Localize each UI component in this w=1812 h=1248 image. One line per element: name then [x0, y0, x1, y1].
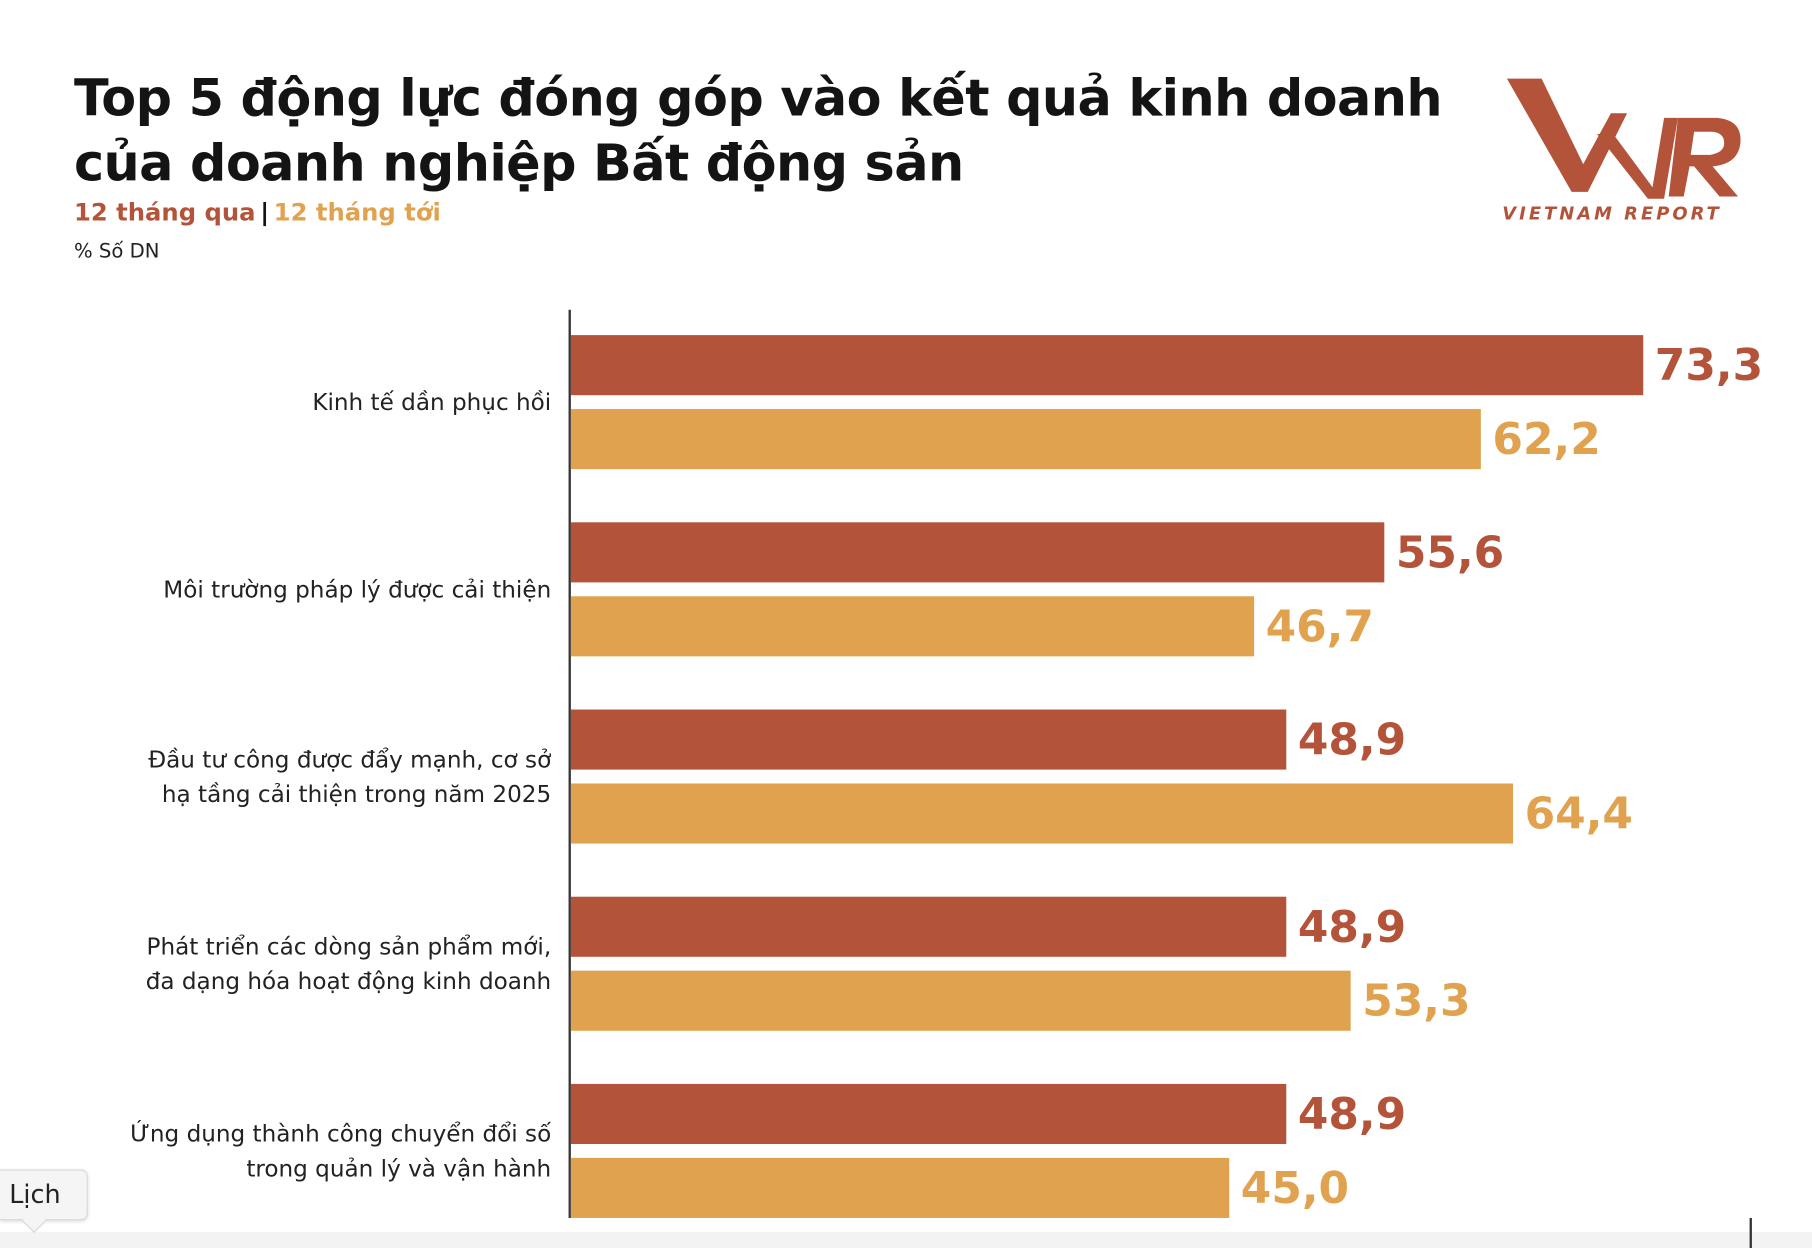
data-label-qua-4: 48,9: [1298, 902, 1406, 953]
data-label-toi-1: 62,2: [1492, 414, 1600, 465]
category-label-2: Môi trường pháp lý được cải thiện: [163, 577, 551, 603]
data-label-toi-5: 45,0: [1241, 1163, 1349, 1214]
legend-item-12-thang-toi: 12 tháng tới: [273, 198, 441, 227]
category-label-5-line-1: Ứng dụng thành công chuyển đổi số: [130, 1120, 551, 1148]
bar-toi-3: [570, 783, 1514, 844]
vnr-logo: VIETNAM REPORT: [1502, 78, 1741, 225]
chart-title: Top 5 động lực đóng góp vào kết quả kinh…: [73, 67, 1443, 196]
bar-qua-1: [570, 335, 1644, 396]
bars-group: 73,3 62,2 Kinh tế dần phục hồi 55,6 46,7 Môi …: [130, 335, 1763, 1218]
logo-text: VIETNAM REPORT: [1502, 204, 1722, 225]
category-label-3-line-2: hạ tầng cải thiện trong năm 2025: [162, 782, 551, 808]
data-label-toi-4: 53,3: [1362, 976, 1470, 1027]
unit-label: % Số DN: [73, 240, 160, 264]
bar-toi-1: [570, 409, 1481, 470]
legend-item-12-thang-qua: 12 tháng qua: [73, 198, 256, 227]
bar-qua-5: [570, 1083, 1287, 1145]
bar-qua-3: [570, 709, 1287, 770]
bottom-strip: [0, 1231, 1812, 1248]
bar-toi-2: [570, 596, 1255, 657]
data-label-toi-3: 64,4: [1525, 789, 1633, 840]
category-label-4-line-2: đa dạng hóa hoạt động kinh doanh: [146, 969, 552, 995]
scroll-marker: [1749, 1217, 1752, 1248]
data-label-qua-2: 55,6: [1396, 527, 1504, 578]
bar-toi-4: [570, 970, 1351, 1031]
bar-toi-5: [570, 1157, 1230, 1218]
tooltip-lich: Lịch: [0, 1169, 88, 1221]
category-label-5-line-2: trong quản lý và vận hành: [246, 1156, 551, 1182]
data-label-qua-5: 48,9: [1298, 1089, 1406, 1140]
tooltip-text: Lịch: [9, 1180, 61, 1210]
category-label-1: Kinh tế dần phục hồi: [312, 390, 551, 416]
chart-title-line-1: Top 5 động lực đóng góp vào kết quả kinh…: [73, 69, 1443, 129]
legend-separator: |: [260, 198, 270, 227]
data-label-toi-2: 46,7: [1266, 601, 1374, 652]
bar-qua-4: [570, 896, 1287, 957]
data-label-qua-3: 48,9: [1298, 715, 1406, 766]
data-label-qua-1: 73,3: [1655, 340, 1763, 391]
chart-title-line-2: của doanh nghiệp Bất động sản: [73, 134, 964, 193]
category-label-4-line-1: Phát triển các dòng sản phẩm mới,: [147, 934, 552, 960]
bar-qua-2: [570, 522, 1385, 583]
legend: 12 tháng qua | 12 tháng tới: [74, 199, 441, 227]
category-label-3-line-1: Đầu tư công được đẩy mạnh, cơ sở: [148, 747, 551, 773]
